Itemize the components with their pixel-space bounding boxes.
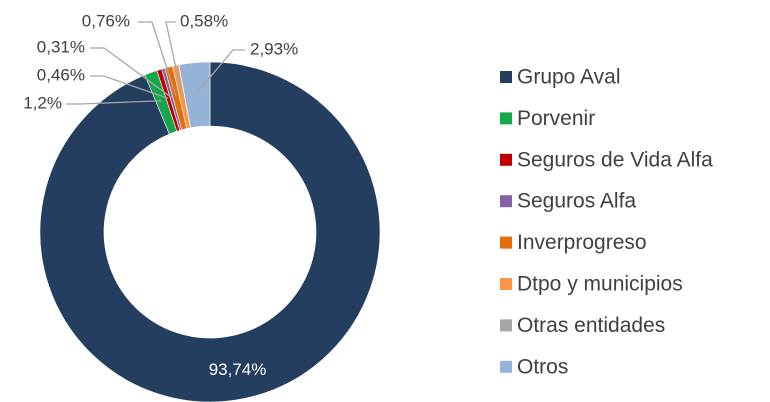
donut-slice: [39, 61, 381, 402]
legend-label: Inverprogreso: [517, 231, 647, 254]
legend-label: Grupo Aval: [517, 66, 621, 89]
legend-swatch: [500, 278, 512, 290]
data-label: 0,58%: [180, 11, 228, 30]
data-label: 0,31%: [37, 37, 85, 56]
leader-line: [66, 100, 162, 105]
legend-label: Otros: [517, 355, 568, 378]
legend-swatch: [500, 153, 512, 166]
data-label: 0,46%: [37, 65, 85, 84]
leader-line: [90, 47, 172, 98]
legend-label: Seguros Alfa: [517, 190, 636, 213]
legend-label: Seguros de Vida Alfa: [517, 148, 713, 171]
leader-line: [165, 21, 183, 96]
legend-swatch: [500, 360, 512, 373]
legend-swatch: [500, 112, 512, 125]
legend-label: Dtpo y municipios: [517, 273, 683, 296]
leader-line: [196, 49, 245, 94]
legend-label: Otras entidades: [517, 314, 665, 337]
legend-swatch: [500, 319, 512, 332]
leader-line: [138, 21, 177, 97]
data-label: 2,93%: [250, 39, 298, 58]
data-label: 1,2%: [23, 93, 62, 112]
legend-swatch: [500, 236, 512, 249]
donut-slice: [178, 61, 211, 129]
data-label: 0,76%: [82, 11, 130, 30]
leader-line: [90, 75, 169, 100]
legend-swatch: [500, 71, 512, 83]
legend-label: Porvenir: [517, 107, 595, 130]
legend-swatch: [500, 195, 512, 208]
data-label: 93,74%: [209, 360, 267, 379]
